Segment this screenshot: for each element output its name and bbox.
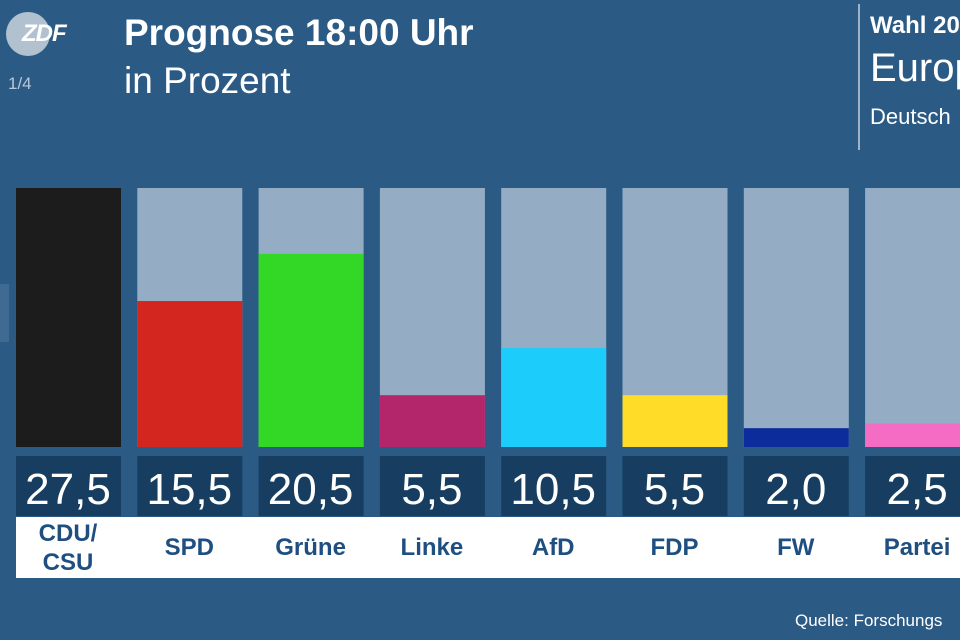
- value-label-3: 5,5: [401, 465, 462, 514]
- zdf-logo-text: ZDF: [22, 20, 67, 47]
- value-label-4: 10,5: [510, 465, 596, 514]
- category-label-0: CDU/CSU: [39, 520, 98, 576]
- value-box-6: [743, 456, 849, 516]
- bar-5: [622, 395, 728, 447]
- election-info: Wahl 20 Europ Deutsch: [868, 0, 960, 150]
- category-label-1: SPD: [165, 534, 214, 561]
- value-label-1: 15,5: [146, 465, 232, 514]
- source-note: Quelle: Forschungs: [795, 611, 943, 630]
- value-box-1: [137, 456, 243, 516]
- value-box-5: [622, 456, 728, 516]
- header-divider: [858, 4, 860, 150]
- bar-7: [865, 423, 960, 447]
- bar-track-7: [865, 188, 960, 447]
- value-box-4: [501, 456, 607, 516]
- bar-2: [258, 253, 364, 447]
- category-label-4: AfD: [532, 534, 575, 561]
- category-label-6: FW: [777, 534, 815, 561]
- bar-4: [501, 348, 607, 447]
- value-box-3: [379, 456, 485, 516]
- category-label-2: Grüne: [275, 534, 346, 561]
- chart-subtitle: in Prozent: [124, 60, 291, 101]
- value-label-2: 20,5: [268, 465, 354, 514]
- category-label-3: Linke: [401, 534, 464, 561]
- party-label-strip: [16, 517, 960, 578]
- election-region: Deutsch: [870, 104, 951, 129]
- page-indicator: 1/4: [8, 74, 32, 93]
- value-label-7: 2,5: [887, 465, 948, 514]
- bar-6: [743, 428, 849, 447]
- chart-title: Prognose 18:00 Uhr: [124, 12, 474, 53]
- category-label-5: FDP: [651, 534, 699, 561]
- bar-0: [16, 188, 121, 447]
- bar-1: [137, 301, 243, 447]
- value-box-0: [16, 456, 121, 516]
- value-label-0: 27,5: [25, 465, 111, 514]
- value-box-2: [258, 456, 364, 516]
- value-label-5: 5,5: [644, 465, 705, 514]
- election-title: Wahl 20: [870, 12, 960, 39]
- zdf-logo: [6, 12, 50, 56]
- bar-3: [379, 395, 485, 447]
- election-name: Europ: [870, 46, 960, 90]
- value-box-7: [865, 456, 960, 516]
- bar-track-6: [743, 188, 849, 447]
- value-label-6: 2,0: [765, 465, 826, 514]
- previous-page-handle[interactable]: [0, 284, 9, 342]
- category-label-7: Partei: [884, 534, 951, 561]
